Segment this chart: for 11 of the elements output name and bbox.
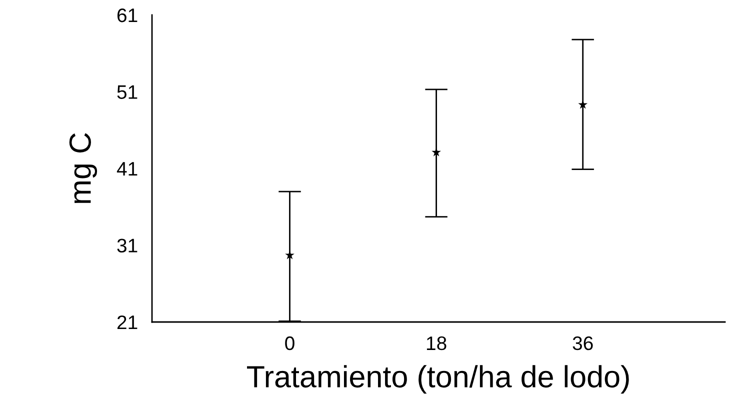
y-tick-label: 61	[117, 8, 138, 22]
y-tick-label: 51	[117, 85, 138, 99]
point	[578, 100, 588, 109]
y-axis-title: mg C	[69, 133, 98, 203]
x-tick-label: 0	[285, 336, 294, 350]
x-tick-label: 18	[426, 336, 446, 350]
y-tick-label: 41	[116, 162, 138, 176]
y-tick-label: 31	[117, 238, 138, 252]
y-tick-label: 21	[117, 315, 138, 330]
x-tick-label: 36	[572, 336, 593, 350]
x-axis-title: Tratamiento (ton/ha de lodo)	[247, 365, 629, 394]
